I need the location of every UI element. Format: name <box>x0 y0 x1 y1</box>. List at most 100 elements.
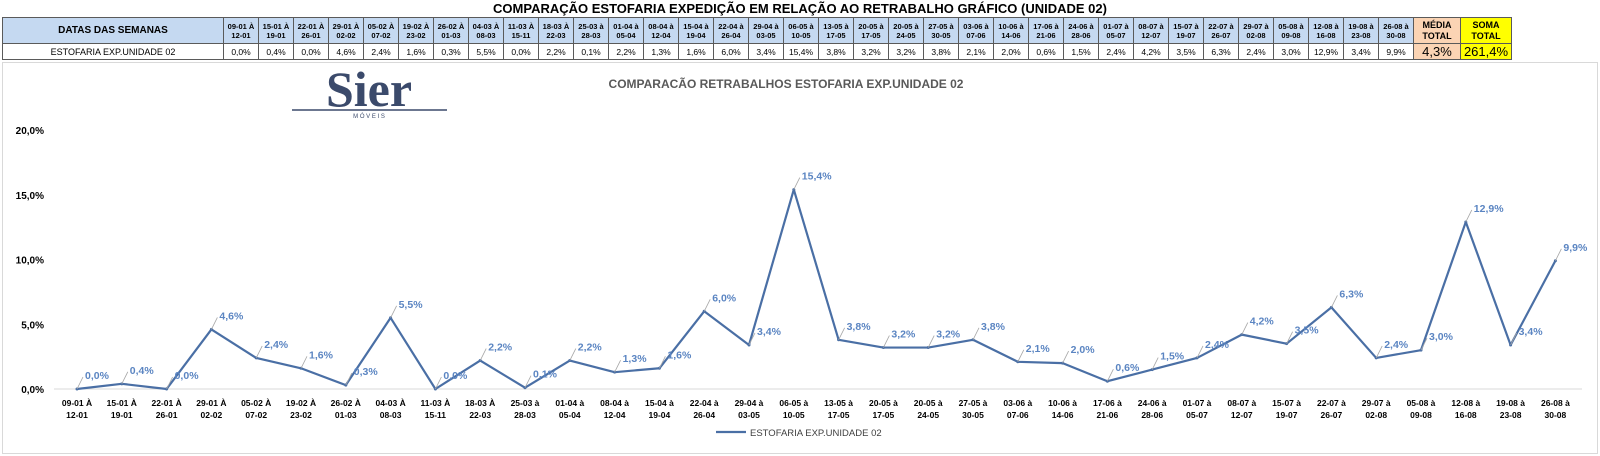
weekly-summary-table: DATAS DAS SEMANAS 09-01 À 12-01 15-01 À 19-… <box>2 17 1512 60</box>
x-tick-label-line2: 15-11 <box>425 410 447 420</box>
x-tick-label-line1: 22-04 à <box>690 398 719 408</box>
x-tick-label-line1: 22-01 À <box>151 398 181 408</box>
x-tick-label-line2: 09-08 <box>1410 410 1432 420</box>
x-tick-label-line2: 23-02 <box>290 410 312 420</box>
week-value-cell: 2,2% <box>608 43 644 60</box>
data-label: 1,5% <box>1160 351 1185 363</box>
week-header-line: 30-05 <box>931 30 951 40</box>
week-header-line: 21-06 <box>1036 30 1056 40</box>
x-tick-label-line1: 20-05 à <box>869 398 898 408</box>
week-header-line: 16-08 <box>1316 30 1336 40</box>
data-label: 3,5% <box>1295 325 1320 337</box>
x-tick-label-line2: 03-05 <box>738 410 760 420</box>
week-header-cell: 10-06 à 14-06 <box>993 17 1029 44</box>
data-label: 0,0% <box>443 370 468 382</box>
data-label-leader <box>121 371 129 384</box>
week-header-line: 19-02 À <box>402 21 430 31</box>
week-header-line: 12-07 <box>1141 30 1161 40</box>
x-tick-label-line2: 02-08 <box>1365 410 1387 420</box>
media-total-header: MÉDIA TOTAL <box>1413 17 1461 44</box>
data-label: 0,0% <box>85 370 110 382</box>
x-tick-label-line2: 30-05 <box>962 410 984 420</box>
week-value-cell: 3,2% <box>888 43 924 60</box>
week-header-line: 15-07 à <box>1173 21 1199 31</box>
week-header-cell: 29-07 à 02-08 <box>1238 17 1274 44</box>
soma-total-header-line: TOTAL <box>1471 30 1501 41</box>
logo-subtext: M Ó V E I S <box>353 113 385 120</box>
page-title: COMPARAÇÃO ESTOFARIA EXPEDIÇÃO EM RELAÇÃ… <box>493 1 1107 16</box>
data-label: 3,4% <box>1519 326 1544 338</box>
data-label: 4,2% <box>1250 316 1275 328</box>
x-tick-label-line1: 29-04 à <box>735 398 764 408</box>
x-tick-label-line2: 28-03 <box>514 410 536 420</box>
week-header-line: 05-08 à <box>1278 21 1304 31</box>
x-tick-label-line1: 04-03 À <box>375 398 405 408</box>
x-tick-label-line2: 07-02 <box>245 410 267 420</box>
data-label-leader <box>569 348 577 361</box>
data-label-leader <box>1286 331 1293 344</box>
week-header-cell: 20-05 à 17-05 <box>853 17 889 44</box>
week-header-cell: 13-05 à 17-05 <box>818 17 854 44</box>
week-value-cell: 3,0% <box>1273 43 1309 60</box>
week-header-line: 02-02 <box>336 30 356 40</box>
week-header-line: 08-04 à <box>648 21 674 31</box>
data-label-leader <box>972 327 980 340</box>
data-label-leader <box>1241 322 1249 335</box>
week-header-cell: 22-07 à 26-07 <box>1203 17 1239 44</box>
data-label-leader <box>1375 345 1383 359</box>
week-header-line: 19-08 à <box>1348 21 1374 31</box>
week-header-line: 03-06 à <box>963 21 989 31</box>
media-total-header-line: MÉDIA <box>1422 19 1452 30</box>
x-tick-label-line1: 10-06 à <box>1048 398 1077 408</box>
week-header-line: 10-05 <box>791 30 811 40</box>
week-header-line: 15-11 <box>511 30 531 40</box>
x-tick-label-line2: 10-05 <box>783 410 805 420</box>
data-label: 3,2% <box>891 329 916 341</box>
week-value-cell: 1,3% <box>643 43 679 60</box>
x-tick-label-line2: 05-04 <box>559 410 581 420</box>
week-value-cell: 9,9% <box>1378 43 1414 60</box>
x-tick-label-line2: 19-04 <box>649 410 671 420</box>
data-label: 0,1% <box>533 369 558 381</box>
data-label: 0,6% <box>1115 362 1140 374</box>
week-header-line: 09-01 À <box>227 21 255 31</box>
data-label: 0,4% <box>130 365 155 377</box>
data-label-leader <box>345 372 353 386</box>
data-label: 15,4% <box>802 171 832 183</box>
week-header-line: 17-05 <box>826 30 846 40</box>
x-tick-label-line1: 05-08 à <box>1407 398 1436 408</box>
week-value-cell: 6,3% <box>1203 43 1239 60</box>
week-header-line: 15-01 À <box>262 21 290 31</box>
week-header-line: 28-03 <box>581 30 601 40</box>
week-header-line: 26-04 <box>721 30 741 40</box>
week-header-cell: 03-06 à 07-06 <box>958 17 994 44</box>
x-tick-label-line2: 02-02 <box>201 410 223 420</box>
week-header-line: 01-03 <box>441 30 461 40</box>
x-tick-label-line2: 24-05 <box>917 410 939 420</box>
data-label-leader <box>211 317 218 330</box>
week-value-cell: 2,0% <box>993 43 1029 60</box>
week-header-line: 29-01 À <box>332 21 360 31</box>
week-value-cell: 2,4% <box>1238 43 1274 60</box>
data-label: 1,6% <box>667 349 692 361</box>
data-label: 9,9% <box>1563 242 1588 254</box>
x-tick-label-line2: 12-01 <box>66 410 88 420</box>
x-tick-label-line2: 14-06 <box>1052 410 1074 420</box>
week-header-line: 23-02 <box>406 30 426 40</box>
data-label-leader <box>1331 295 1338 308</box>
x-tick-label-line1: 19-08 à <box>1496 398 1525 408</box>
week-header-line: 08-07 à <box>1138 21 1164 31</box>
x-tick-label-line1: 26-08 à <box>1541 398 1570 408</box>
x-tick-label-line2: 30-08 <box>1545 410 1567 420</box>
x-tick-label-line1: 29-01 À <box>196 398 226 408</box>
data-label-leader <box>1107 369 1114 382</box>
week-header-line: 29-07 à <box>1243 21 1269 31</box>
week-header-cell: 15-04 à 19-04 <box>678 17 714 44</box>
week-header-line: 12-01 <box>231 30 251 40</box>
data-label: 3,0% <box>1429 331 1454 343</box>
data-label-leader <box>524 375 532 388</box>
week-header-line: 20-05 à <box>858 21 884 31</box>
x-tick-label-line1: 05-02 À <box>241 398 271 408</box>
week-header-line: 07-06 <box>966 30 986 40</box>
x-tick-label-line2: 17-05 <box>828 410 850 420</box>
